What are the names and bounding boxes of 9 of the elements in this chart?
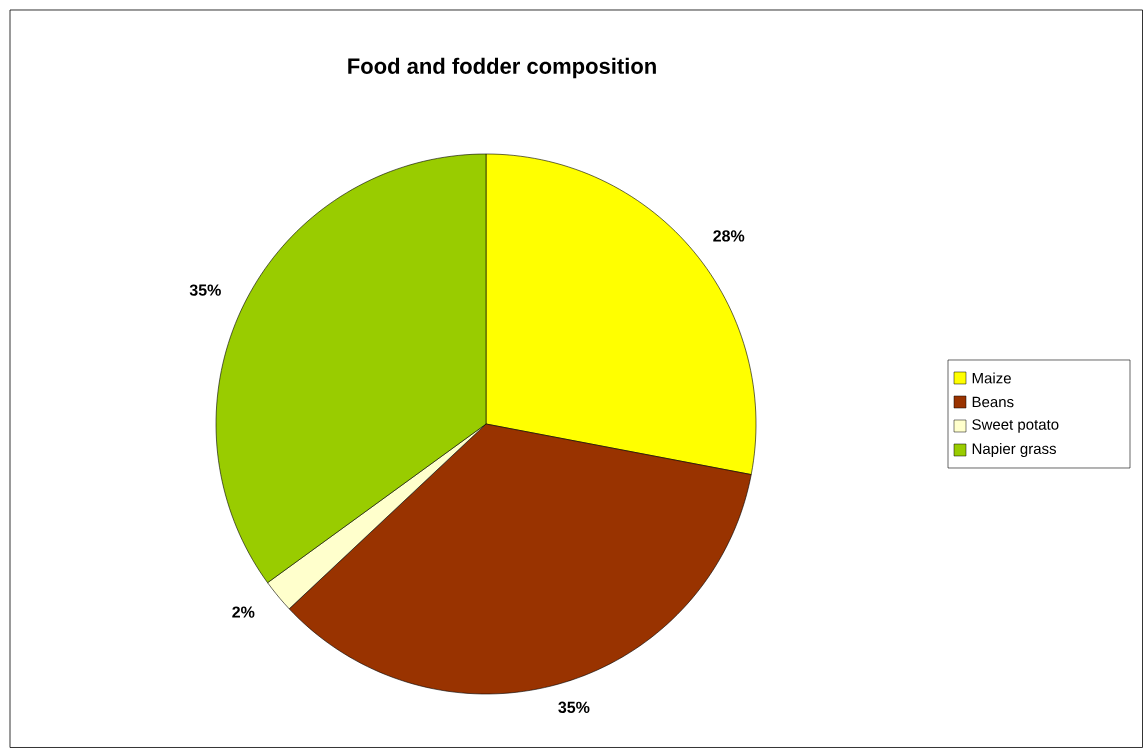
data-label: 2% [232, 606, 255, 618]
legend-label: Maize [972, 372, 1011, 384]
legend-label: Beans [972, 396, 1014, 408]
data-label: 35% [189, 284, 221, 296]
legend-label: Sweet potato [972, 419, 1059, 433]
legend-label: Napier grass [972, 443, 1056, 457]
data-label: 28% [713, 230, 745, 242]
chart-title: Food and fodder composition [348, 57, 656, 79]
data-label: 35% [558, 701, 590, 713]
